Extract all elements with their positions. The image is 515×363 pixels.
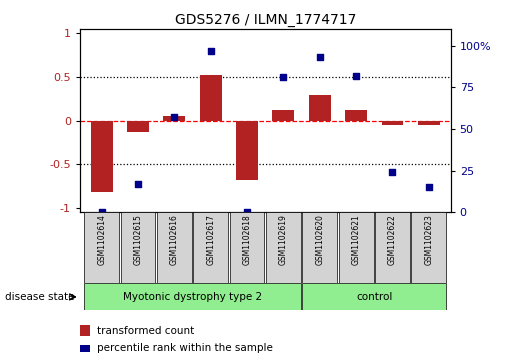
Bar (84, 212, 119, 283)
Text: GSM1102618: GSM1102618 (243, 215, 251, 265)
Title: GDS5276 / ILMN_1774717: GDS5276 / ILMN_1774717 (175, 13, 356, 26)
Bar (302, 283, 447, 310)
Point (97, 209, 106, 215)
Text: GSM1102616: GSM1102616 (170, 215, 179, 265)
Bar (345, 110, 367, 121)
Point (279, 74, 287, 80)
Text: GSM1102622: GSM1102622 (388, 215, 397, 265)
Bar (121, 212, 156, 283)
Point (388, 170, 397, 175)
Bar (80, 345, 90, 352)
Bar (163, 116, 185, 121)
Bar (127, 121, 149, 132)
Bar (309, 94, 331, 121)
Text: GSM1102623: GSM1102623 (424, 215, 433, 265)
Text: control: control (356, 292, 392, 302)
Bar (84, 283, 301, 310)
Text: GSM1102620: GSM1102620 (315, 215, 324, 265)
Point (352, 73, 360, 79)
Bar (411, 212, 447, 283)
Bar (302, 212, 337, 283)
Text: GSM1102619: GSM1102619 (279, 215, 288, 265)
Point (207, 48, 215, 54)
Point (243, 209, 251, 215)
Point (134, 181, 142, 187)
Text: GSM1102614: GSM1102614 (97, 215, 106, 265)
Bar (193, 212, 228, 283)
Text: percentile rank within the sample: percentile rank within the sample (96, 343, 272, 353)
Bar (200, 75, 221, 121)
Bar (157, 212, 192, 283)
Text: GSM1102617: GSM1102617 (206, 215, 215, 265)
Bar (80, 325, 90, 337)
Text: disease state: disease state (5, 292, 75, 302)
Text: transformed count: transformed count (96, 326, 194, 335)
Bar (382, 121, 403, 125)
Point (425, 184, 433, 190)
Bar (339, 212, 373, 283)
Bar (236, 121, 258, 180)
Text: Myotonic dystrophy type 2: Myotonic dystrophy type 2 (123, 292, 262, 302)
Bar (272, 110, 294, 121)
Point (316, 54, 324, 60)
Point (170, 114, 179, 120)
Bar (418, 121, 440, 125)
Text: GSM1102615: GSM1102615 (133, 215, 143, 265)
Bar (230, 212, 265, 283)
Bar (266, 212, 301, 283)
Text: GSM1102621: GSM1102621 (352, 215, 360, 265)
Bar (375, 212, 410, 283)
Bar (91, 121, 113, 192)
